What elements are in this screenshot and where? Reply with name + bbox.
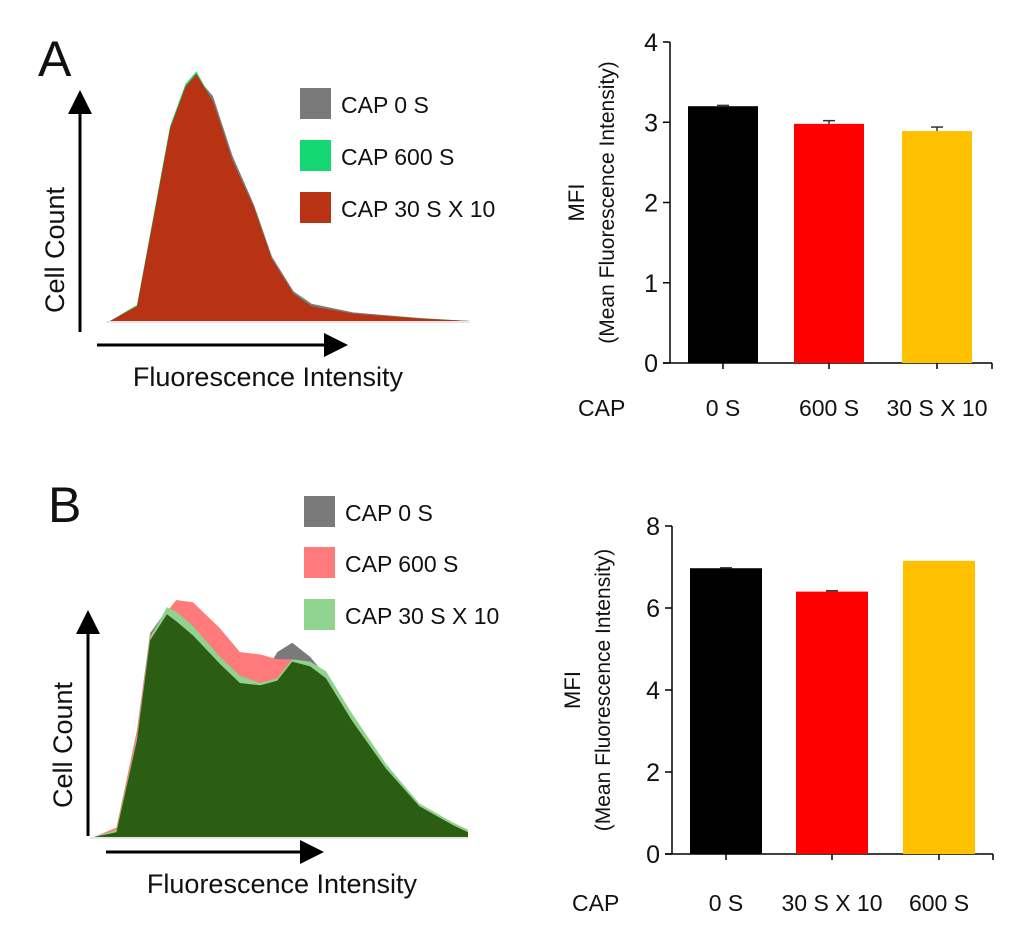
category-axis-label: CAP <box>578 395 625 421</box>
legend-swatch <box>304 496 335 527</box>
x-tick-label: 0 S <box>709 890 744 916</box>
panel-label-b: B <box>48 477 81 533</box>
legend-label: CAP 600 S <box>345 551 458 577</box>
y-tick-label: 2 <box>646 759 660 787</box>
x-tick-label: 600 S <box>799 395 859 421</box>
y-axis-label-a: Cell Count <box>40 186 70 313</box>
y-tick-label: 3 <box>644 109 658 137</box>
x-tick-label: 30 S X 10 <box>781 890 882 916</box>
legend-label: CAP 600 S <box>341 144 454 170</box>
legend-label: CAP 0 S <box>345 500 433 526</box>
y-tick-label: 4 <box>646 677 660 705</box>
x-tick-label: 600 S <box>909 890 969 916</box>
y-tick-label: 4 <box>644 29 658 57</box>
legend-b: CAP 0 S CAP 600 S CAP 30 S X 10 <box>304 496 499 630</box>
bar-chart-b: 0 2 4 6 8 0 S 30 S X 10 600 S CAP MFI (Mean Fluore… <box>560 513 994 916</box>
panel-label-a: A <box>38 31 72 87</box>
y-tick-label: 8 <box>646 513 660 541</box>
legend-label: CAP 0 S <box>341 92 429 118</box>
bar <box>903 560 975 854</box>
category-axis-label: CAP <box>572 890 619 916</box>
y-axis-sublabel: (Mean Fluorescence Intensity) <box>596 61 619 343</box>
bar <box>690 568 762 854</box>
legend-label: CAP 30 S X 10 <box>341 196 495 222</box>
y-axis-label: MFI <box>560 671 585 709</box>
y-axis-label: MFI <box>564 184 589 222</box>
y-tick-label: 6 <box>646 595 660 623</box>
histogram-overlap-area <box>110 78 470 322</box>
bar <box>688 106 758 363</box>
x-axis-label-b: Fluorescence Intensity <box>147 869 418 899</box>
y-tick-label: 2 <box>644 190 658 218</box>
bar <box>902 131 972 363</box>
y-axis-label-b: Cell Count <box>48 681 78 808</box>
legend-swatch <box>304 599 335 630</box>
histogram-a <box>106 71 470 323</box>
bar-chart-a: 0 1 2 3 4 0 S 600 S 30 S X 10 CAP MFI (Mean Fluore… <box>564 29 993 421</box>
legend-swatch <box>300 192 331 223</box>
x-tick-label: 0 S <box>706 395 741 421</box>
histogram-b <box>90 600 468 839</box>
y-axis-sublabel: (Mean Fluorescence Intensity) <box>592 549 615 831</box>
legend-swatch <box>300 140 331 171</box>
bar <box>796 591 868 854</box>
histogram-overlap-area <box>94 614 468 837</box>
legend-swatch <box>300 88 331 119</box>
y-tick-label: 1 <box>644 270 658 298</box>
legend-swatch <box>304 547 335 578</box>
legend-label: CAP 30 S X 10 <box>345 603 499 629</box>
y-tick-label: 0 <box>644 350 658 378</box>
legend-a: CAP 0 S CAP 600 S CAP 30 S X 10 <box>300 88 495 223</box>
y-tick-label: 0 <box>646 841 660 869</box>
x-tick-label: 30 S X 10 <box>886 395 987 421</box>
x-axis-label-a: Fluorescence Intensity <box>133 362 404 392</box>
bar <box>794 123 864 363</box>
